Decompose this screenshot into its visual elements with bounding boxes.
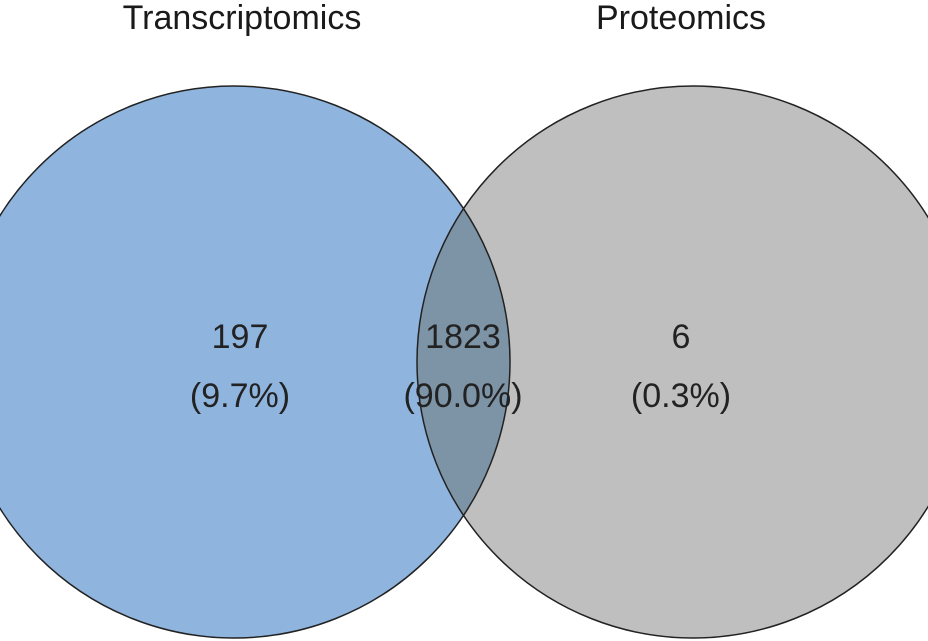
overlap-percent: (90.0%) [403,377,522,415]
overlap-count: 1823 [425,318,501,356]
proteomics-circle-outline [416,85,928,639]
transcriptomics-circle [0,86,510,638]
transcriptomics-circle-outline [0,85,511,639]
left-only-count: 197 [212,318,269,356]
left-only-percent: (9.7%) [190,377,290,415]
proteomics-circle [417,86,928,638]
transcriptomics-label: Transcriptomics [123,0,362,37]
proteomics-label: Proteomics [596,0,766,37]
right-only-count: 6 [672,318,691,356]
right-only-percent: (0.3%) [631,377,731,415]
